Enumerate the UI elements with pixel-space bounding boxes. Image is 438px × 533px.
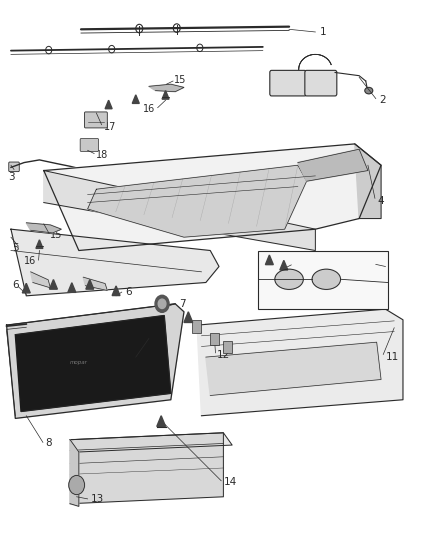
Polygon shape [265, 255, 273, 264]
Polygon shape [36, 240, 43, 248]
FancyBboxPatch shape [80, 139, 99, 151]
Polygon shape [68, 282, 76, 292]
Polygon shape [70, 440, 79, 506]
Circle shape [158, 299, 166, 309]
Polygon shape [105, 100, 112, 109]
Text: 7: 7 [179, 299, 185, 309]
Ellipse shape [365, 87, 373, 94]
Text: 16: 16 [24, 256, 36, 266]
Text: 16: 16 [143, 104, 155, 114]
FancyBboxPatch shape [85, 112, 107, 128]
Text: 15: 15 [50, 230, 63, 239]
FancyBboxPatch shape [192, 320, 201, 333]
Text: 2: 2 [379, 95, 386, 105]
Polygon shape [11, 229, 219, 296]
Polygon shape [15, 316, 171, 411]
Text: 9: 9 [152, 332, 159, 342]
Text: 8: 8 [46, 439, 52, 448]
Polygon shape [26, 223, 61, 233]
Text: 11: 11 [385, 352, 399, 362]
Polygon shape [197, 309, 403, 416]
Polygon shape [44, 171, 315, 251]
Polygon shape [162, 91, 169, 99]
Polygon shape [70, 433, 232, 452]
Text: 15: 15 [174, 75, 187, 85]
Text: 6: 6 [294, 260, 301, 270]
Text: 4: 4 [378, 197, 384, 206]
Polygon shape [184, 312, 193, 322]
Polygon shape [7, 304, 184, 418]
Polygon shape [88, 165, 307, 237]
Polygon shape [83, 277, 107, 290]
Text: 6: 6 [125, 287, 131, 297]
Text: 14: 14 [223, 478, 237, 487]
Text: 13: 13 [91, 495, 104, 504]
Polygon shape [132, 95, 139, 103]
Polygon shape [70, 433, 223, 504]
Polygon shape [280, 261, 288, 270]
Polygon shape [355, 144, 381, 219]
Polygon shape [157, 416, 166, 426]
Polygon shape [298, 149, 368, 181]
Text: 6: 6 [12, 280, 19, 290]
Text: 10: 10 [378, 261, 390, 270]
Text: mopar: mopar [70, 360, 88, 365]
Polygon shape [149, 84, 184, 92]
Text: 1: 1 [320, 27, 326, 37]
Text: 17: 17 [104, 122, 117, 132]
Polygon shape [22, 284, 30, 293]
Polygon shape [112, 286, 120, 295]
Polygon shape [31, 272, 50, 288]
Ellipse shape [275, 269, 304, 289]
Polygon shape [49, 279, 57, 289]
Circle shape [155, 295, 169, 312]
Text: 3: 3 [8, 172, 15, 182]
Polygon shape [44, 144, 381, 251]
FancyBboxPatch shape [270, 70, 306, 96]
Polygon shape [86, 279, 94, 289]
FancyBboxPatch shape [223, 341, 232, 353]
Text: 12: 12 [216, 350, 230, 360]
FancyBboxPatch shape [305, 70, 337, 96]
Polygon shape [206, 342, 381, 395]
Text: 5: 5 [12, 243, 19, 253]
Text: 18: 18 [95, 150, 108, 159]
FancyBboxPatch shape [210, 333, 219, 345]
Ellipse shape [312, 269, 341, 289]
FancyBboxPatch shape [9, 162, 19, 172]
Bar [258, 251, 388, 309]
Circle shape [69, 475, 85, 495]
